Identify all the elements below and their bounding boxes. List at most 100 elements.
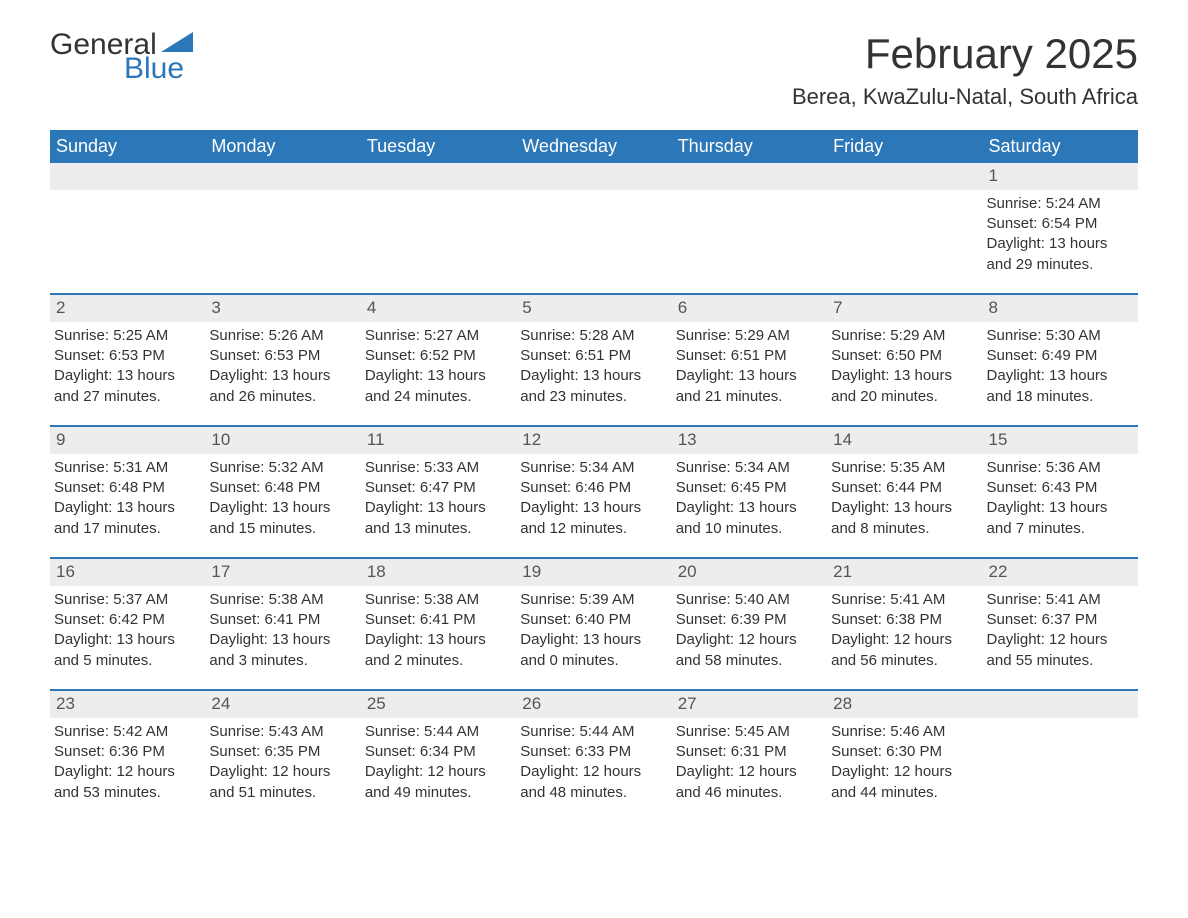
daylight2-line: and 49 minutes. <box>365 783 510 803</box>
sunrise-line: Sunrise: 5:42 AM <box>54 722 199 742</box>
day-number: 18 <box>361 559 516 586</box>
day-cell <box>827 163 982 293</box>
day-cell: 28Sunrise: 5:46 AMSunset: 6:30 PMDayligh… <box>827 691 982 821</box>
day-number: 27 <box>672 691 827 718</box>
sunrise-line: Sunrise: 5:28 AM <box>520 326 665 346</box>
day-content: Sunrise: 5:25 AMSunset: 6:53 PMDaylight:… <box>50 322 205 425</box>
day-number: 10 <box>205 427 360 454</box>
weekday-header: Friday <box>827 130 982 163</box>
daylight1-line: Daylight: 13 hours <box>209 366 354 386</box>
weekday-header: Monday <box>205 130 360 163</box>
day-number <box>827 163 982 190</box>
day-cell: 13Sunrise: 5:34 AMSunset: 6:45 PMDayligh… <box>672 427 827 557</box>
day-number <box>205 163 360 190</box>
logo: General Blue <box>50 30 193 84</box>
day-cell: 1Sunrise: 5:24 AMSunset: 6:54 PMDaylight… <box>983 163 1138 293</box>
day-content: Sunrise: 5:24 AMSunset: 6:54 PMDaylight:… <box>983 190 1138 293</box>
sunset-line: Sunset: 6:38 PM <box>831 610 976 630</box>
sunrise-line: Sunrise: 5:35 AM <box>831 458 976 478</box>
daylight1-line: Daylight: 13 hours <box>209 630 354 650</box>
sunset-line: Sunset: 6:50 PM <box>831 346 976 366</box>
daylight2-line: and 7 minutes. <box>987 519 1132 539</box>
day-number: 19 <box>516 559 671 586</box>
daylight2-line: and 18 minutes. <box>987 387 1132 407</box>
day-content: Sunrise: 5:42 AMSunset: 6:36 PMDaylight:… <box>50 718 205 821</box>
sunset-line: Sunset: 6:53 PM <box>54 346 199 366</box>
day-content: Sunrise: 5:32 AMSunset: 6:48 PMDaylight:… <box>205 454 360 557</box>
weekday-header: Wednesday <box>516 130 671 163</box>
day-content: Sunrise: 5:33 AMSunset: 6:47 PMDaylight:… <box>361 454 516 557</box>
day-content: Sunrise: 5:39 AMSunset: 6:40 PMDaylight:… <box>516 586 671 689</box>
daylight1-line: Daylight: 12 hours <box>54 762 199 782</box>
day-cell: 9Sunrise: 5:31 AMSunset: 6:48 PMDaylight… <box>50 427 205 557</box>
daylight2-line: and 55 minutes. <box>987 651 1132 671</box>
daylight2-line: and 23 minutes. <box>520 387 665 407</box>
day-number <box>50 163 205 190</box>
sunset-line: Sunset: 6:53 PM <box>209 346 354 366</box>
day-content: Sunrise: 5:41 AMSunset: 6:37 PMDaylight:… <box>983 586 1138 689</box>
sunrise-line: Sunrise: 5:36 AM <box>987 458 1132 478</box>
sunrise-line: Sunrise: 5:24 AM <box>987 194 1132 214</box>
daylight1-line: Daylight: 12 hours <box>520 762 665 782</box>
day-cell: 23Sunrise: 5:42 AMSunset: 6:36 PMDayligh… <box>50 691 205 821</box>
sunrise-line: Sunrise: 5:38 AM <box>365 590 510 610</box>
day-content: Sunrise: 5:38 AMSunset: 6:41 PMDaylight:… <box>361 586 516 689</box>
week-row: 1Sunrise: 5:24 AMSunset: 6:54 PMDaylight… <box>50 163 1138 293</box>
sunrise-line: Sunrise: 5:32 AM <box>209 458 354 478</box>
day-cell: 21Sunrise: 5:41 AMSunset: 6:38 PMDayligh… <box>827 559 982 689</box>
sunset-line: Sunset: 6:48 PM <box>54 478 199 498</box>
daylight1-line: Daylight: 13 hours <box>520 366 665 386</box>
daylight1-line: Daylight: 13 hours <box>209 498 354 518</box>
day-number: 21 <box>827 559 982 586</box>
day-number: 26 <box>516 691 671 718</box>
day-number <box>672 163 827 190</box>
weekday-header: Thursday <box>672 130 827 163</box>
weekday-header: Tuesday <box>361 130 516 163</box>
sunset-line: Sunset: 6:52 PM <box>365 346 510 366</box>
day-cell: 7Sunrise: 5:29 AMSunset: 6:50 PMDaylight… <box>827 295 982 425</box>
daylight1-line: Daylight: 12 hours <box>831 630 976 650</box>
daylight2-line: and 10 minutes. <box>676 519 821 539</box>
sunrise-line: Sunrise: 5:29 AM <box>831 326 976 346</box>
sunset-line: Sunset: 6:45 PM <box>676 478 821 498</box>
sunrise-line: Sunrise: 5:41 AM <box>987 590 1132 610</box>
sunset-line: Sunset: 6:46 PM <box>520 478 665 498</box>
day-number: 11 <box>361 427 516 454</box>
week-row: 9Sunrise: 5:31 AMSunset: 6:48 PMDaylight… <box>50 425 1138 557</box>
daylight1-line: Daylight: 13 hours <box>54 366 199 386</box>
day-content: Sunrise: 5:38 AMSunset: 6:41 PMDaylight:… <box>205 586 360 689</box>
daylight1-line: Daylight: 13 hours <box>365 630 510 650</box>
day-content: Sunrise: 5:31 AMSunset: 6:48 PMDaylight:… <box>50 454 205 557</box>
day-cell: 8Sunrise: 5:30 AMSunset: 6:49 PMDaylight… <box>983 295 1138 425</box>
day-cell <box>516 163 671 293</box>
title-block: February 2025 Berea, KwaZulu-Natal, Sout… <box>792 30 1138 110</box>
day-cell: 12Sunrise: 5:34 AMSunset: 6:46 PMDayligh… <box>516 427 671 557</box>
sunset-line: Sunset: 6:35 PM <box>209 742 354 762</box>
day-cell: 6Sunrise: 5:29 AMSunset: 6:51 PMDaylight… <box>672 295 827 425</box>
sunset-line: Sunset: 6:51 PM <box>676 346 821 366</box>
daylight2-line: and 44 minutes. <box>831 783 976 803</box>
sunset-line: Sunset: 6:36 PM <box>54 742 199 762</box>
daylight1-line: Daylight: 13 hours <box>54 630 199 650</box>
location: Berea, KwaZulu-Natal, South Africa <box>792 84 1138 110</box>
daylight1-line: Daylight: 13 hours <box>987 366 1132 386</box>
day-content: Sunrise: 5:30 AMSunset: 6:49 PMDaylight:… <box>983 322 1138 425</box>
day-content: Sunrise: 5:40 AMSunset: 6:39 PMDaylight:… <box>672 586 827 689</box>
day-cell: 3Sunrise: 5:26 AMSunset: 6:53 PMDaylight… <box>205 295 360 425</box>
day-cell: 27Sunrise: 5:45 AMSunset: 6:31 PMDayligh… <box>672 691 827 821</box>
daylight2-line: and 26 minutes. <box>209 387 354 407</box>
sunrise-line: Sunrise: 5:31 AM <box>54 458 199 478</box>
day-cell: 16Sunrise: 5:37 AMSunset: 6:42 PMDayligh… <box>50 559 205 689</box>
week-row: 23Sunrise: 5:42 AMSunset: 6:36 PMDayligh… <box>50 689 1138 821</box>
month-title: February 2025 <box>792 30 1138 78</box>
sunrise-line: Sunrise: 5:43 AM <box>209 722 354 742</box>
sunrise-line: Sunrise: 5:25 AM <box>54 326 199 346</box>
sunset-line: Sunset: 6:33 PM <box>520 742 665 762</box>
day-cell: 20Sunrise: 5:40 AMSunset: 6:39 PMDayligh… <box>672 559 827 689</box>
sunset-line: Sunset: 6:34 PM <box>365 742 510 762</box>
day-cell <box>983 691 1138 821</box>
daylight2-line: and 48 minutes. <box>520 783 665 803</box>
daylight2-line: and 51 minutes. <box>209 783 354 803</box>
sunset-line: Sunset: 6:31 PM <box>676 742 821 762</box>
daylight2-line: and 27 minutes. <box>54 387 199 407</box>
